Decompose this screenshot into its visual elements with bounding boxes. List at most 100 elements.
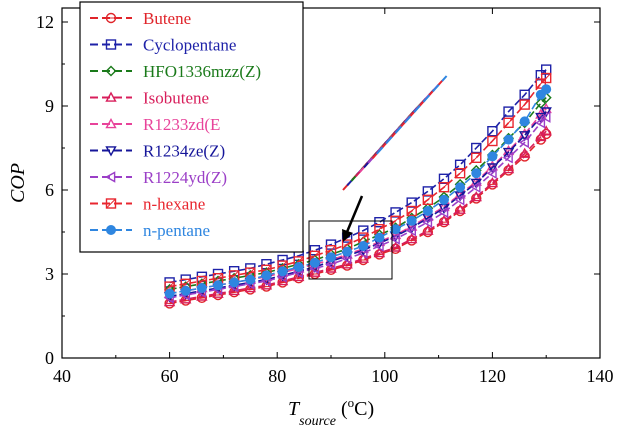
legend-marker bbox=[105, 171, 116, 183]
legend-item-7: R1224yd(Z) bbox=[90, 168, 227, 187]
data-point bbox=[358, 225, 369, 236]
data-point bbox=[326, 252, 336, 263]
data-point bbox=[487, 125, 498, 137]
data-point bbox=[535, 130, 547, 142]
data-point bbox=[196, 283, 207, 293]
data-point bbox=[422, 206, 433, 216]
zoom-inset bbox=[342, 75, 448, 191]
x-axis-label-unit-open: ( bbox=[336, 398, 348, 420]
legend-label: Cyclopentane bbox=[143, 36, 236, 55]
data-point bbox=[405, 224, 416, 237]
inset-line bbox=[375, 75, 448, 155]
data-point bbox=[358, 241, 369, 251]
data-point bbox=[390, 224, 401, 235]
legend-label: R1234ze(Z) bbox=[143, 142, 225, 161]
legend-item-1: Butene bbox=[90, 9, 191, 28]
legend-label: Butene bbox=[143, 9, 191, 28]
y-tick-label: 12 bbox=[36, 12, 54, 32]
data-point bbox=[438, 206, 449, 219]
legend-label: R1224yd(Z) bbox=[143, 168, 227, 187]
legend-item-9: n-pentane bbox=[90, 221, 210, 240]
data-point bbox=[502, 152, 513, 164]
legend-marker bbox=[105, 146, 117, 157]
data-point bbox=[518, 147, 531, 158]
zoom-arrow bbox=[342, 195, 364, 242]
legend-item-4: Isobutene bbox=[90, 89, 209, 108]
data-point bbox=[503, 106, 514, 117]
data-point bbox=[293, 262, 304, 272]
data-point bbox=[341, 258, 353, 269]
x-axis-label-subscript: source bbox=[299, 414, 336, 429]
data-point bbox=[471, 142, 482, 154]
y-tick-label: 9 bbox=[45, 96, 54, 116]
data-point bbox=[213, 280, 224, 291]
legend-marker bbox=[105, 12, 117, 24]
x-tick-label: 100 bbox=[371, 366, 398, 386]
x-tick-label: 40 bbox=[53, 366, 71, 386]
series-9 bbox=[164, 84, 552, 299]
legend-label: R1233zd(E bbox=[143, 115, 220, 134]
legend-label: Isobutene bbox=[143, 89, 209, 108]
data-point bbox=[486, 177, 499, 188]
legend-item-8: n-hexane bbox=[90, 195, 205, 214]
data-point bbox=[518, 131, 531, 142]
legend-marker bbox=[105, 39, 117, 50]
data-point bbox=[503, 134, 514, 145]
data-point bbox=[438, 194, 449, 205]
data-point bbox=[502, 144, 515, 156]
data-point bbox=[421, 216, 433, 228]
data-point bbox=[422, 194, 434, 206]
data-point bbox=[519, 89, 530, 101]
legend-marker bbox=[105, 65, 117, 77]
x-tick-label: 120 bbox=[479, 366, 506, 386]
data-point bbox=[541, 84, 552, 95]
data-point bbox=[540, 125, 552, 136]
x-tick-label: 140 bbox=[587, 366, 614, 386]
y-axis-label: COP bbox=[7, 163, 29, 203]
data-point bbox=[229, 277, 240, 288]
y-tick-label: 0 bbox=[45, 348, 54, 368]
data-point bbox=[471, 168, 482, 179]
data-point bbox=[518, 136, 529, 149]
data-point bbox=[519, 116, 530, 127]
data-point bbox=[389, 233, 400, 245]
legend-marker bbox=[105, 118, 117, 129]
data-point bbox=[309, 257, 320, 268]
data-point bbox=[486, 167, 497, 179]
data-point bbox=[406, 233, 418, 244]
legend-marker bbox=[105, 91, 117, 102]
data-point bbox=[540, 111, 551, 123]
y-tick-label: 6 bbox=[45, 180, 54, 200]
data-point bbox=[454, 194, 465, 206]
data-point bbox=[389, 241, 402, 252]
data-point bbox=[502, 147, 515, 159]
data-point bbox=[438, 181, 450, 193]
data-point bbox=[540, 107, 552, 118]
x-axis-label: Tsource (oC) bbox=[288, 395, 374, 429]
x-axis-label-main: T bbox=[288, 398, 301, 420]
data-point bbox=[164, 288, 175, 299]
legend-label: n-pentane bbox=[143, 221, 210, 240]
data-point bbox=[471, 152, 482, 164]
data-point bbox=[373, 247, 386, 258]
legend-item-2: Cyclopentane bbox=[90, 36, 236, 55]
data-point bbox=[470, 191, 482, 202]
data-point bbox=[541, 72, 552, 84]
data-point bbox=[454, 203, 466, 214]
data-point bbox=[454, 167, 466, 179]
data-point bbox=[374, 216, 385, 228]
axes: 40 60 80 100 120 140 0 3 6 9 12 bbox=[36, 8, 614, 386]
x-tick-label: 80 bbox=[268, 366, 286, 386]
y-tick-label: 3 bbox=[45, 264, 54, 284]
data-point bbox=[503, 117, 514, 129]
legend-item-6: R1234ze(Z) bbox=[90, 142, 225, 161]
data-point bbox=[487, 151, 498, 162]
legend-item-3: HFO1336mzz(Z) bbox=[90, 62, 261, 81]
data-point bbox=[245, 274, 256, 285]
x-axis-label-unit-rest: C) bbox=[354, 398, 374, 420]
data-point bbox=[374, 232, 385, 243]
data-point bbox=[373, 240, 384, 252]
legend-marker bbox=[105, 198, 117, 209]
data-point bbox=[470, 181, 481, 193]
